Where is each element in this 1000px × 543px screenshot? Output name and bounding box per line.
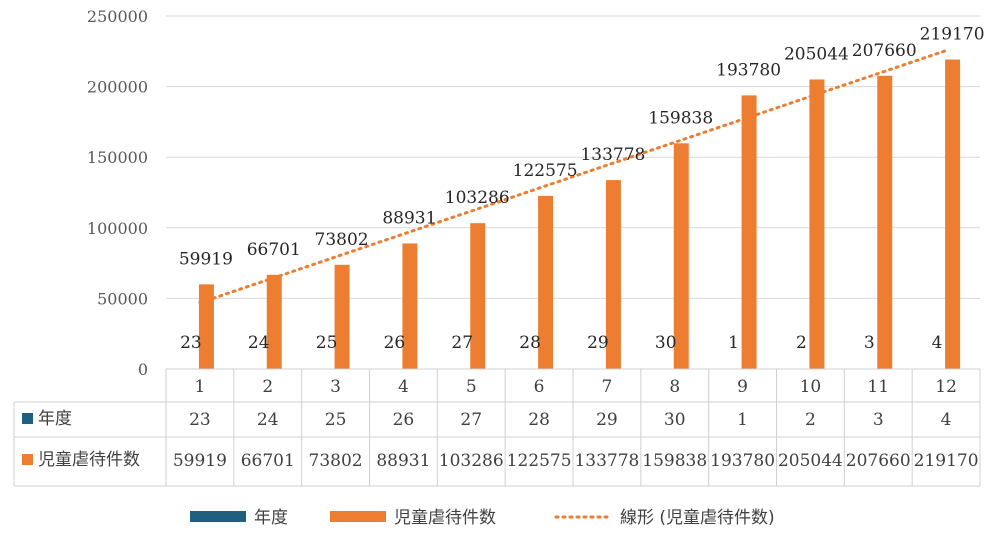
table-cell: 29 [596, 410, 618, 430]
table-category: 2 [262, 377, 273, 397]
table-series-name: 児童虐待件数 [38, 450, 140, 470]
bars [183, 59, 961, 370]
trendline-linear [198, 49, 948, 305]
table-cell: 24 [257, 410, 279, 430]
table-category: 10 [800, 377, 822, 397]
table-series-key [22, 413, 33, 424]
data-label-count: 193780 [716, 60, 781, 80]
table-category: 12 [935, 377, 957, 397]
table-series-name: 年度 [38, 409, 72, 429]
data-label-year: 25 [316, 333, 338, 353]
table-category: 5 [466, 377, 477, 397]
bar-jidou-gyakutai [266, 274, 282, 369]
data-label-count: 66701 [247, 240, 301, 260]
legend-swatch-count [330, 511, 386, 522]
table-cell: 66701 [241, 451, 295, 471]
bar-jidou-gyakutai [470, 223, 486, 369]
legend-label-nendo: 年度 [254, 508, 288, 528]
data-label-count: 133778 [580, 145, 645, 165]
legend-label-trendline: 線形 (児童虐待件数) [620, 508, 775, 528]
y-tick-label: 200000 [87, 78, 148, 97]
gridlines [166, 15, 980, 370]
legend: 年度 児童虐待件数 線形 (児童虐待件数) [190, 508, 775, 528]
data-label-year: 26 [384, 333, 406, 353]
data-label-year: 4 [932, 333, 943, 353]
data-label-count: 207660 [852, 41, 917, 61]
bar-jidou-gyakutai [605, 180, 621, 369]
data-label-year: 24 [248, 333, 270, 353]
table-cell: 1 [737, 410, 748, 430]
bar-jidou-gyakutai [945, 59, 961, 370]
data-label-count: 73802 [315, 230, 369, 250]
data-label-count: 103286 [445, 188, 510, 208]
table-cell: 205044 [778, 451, 843, 471]
data-labels: 5991923667012473802258893126103286271225… [179, 25, 985, 353]
data-label-year: 28 [519, 333, 541, 353]
table-cell: 88931 [376, 451, 430, 471]
y-tick-label: 50000 [97, 289, 148, 308]
table-cell: 59919 [173, 451, 227, 471]
bar-jidou-gyakutai [877, 75, 893, 369]
trendline [198, 49, 948, 305]
y-tick-label: 150000 [87, 148, 148, 167]
bar-jidou-gyakutai [198, 284, 214, 369]
table-category: 7 [602, 377, 613, 397]
table-cell: 193780 [710, 451, 775, 471]
data-label-count: 219170 [920, 25, 985, 45]
table-cell: 26 [393, 410, 415, 430]
bar-jidou-gyakutai [741, 95, 757, 370]
table-cell: 3 [873, 410, 884, 430]
y-tick-label: 250000 [87, 7, 148, 26]
data-label-year: 1 [728, 333, 739, 353]
legend-swatch-nendo [190, 511, 246, 522]
data-label-count: 88931 [382, 208, 436, 228]
table-cell: 30 [664, 410, 686, 430]
table-series-key [22, 454, 33, 465]
table-category: 8 [669, 377, 680, 397]
data-label-year: 3 [864, 333, 875, 353]
bar-jidou-gyakutai [402, 243, 418, 369]
table-category: 3 [330, 377, 341, 397]
table-cell: 122575 [507, 451, 572, 471]
y-tick-label: 100000 [87, 219, 148, 238]
table-category: 6 [534, 377, 545, 397]
data-label-year: 30 [655, 333, 677, 353]
table-cell: 2 [805, 410, 816, 430]
y-axis-ticks: 0 50000 100000 150000 200000 250000 [87, 7, 148, 379]
table-cell: 207660 [846, 451, 911, 471]
data-label-year: 23 [180, 333, 202, 353]
table-cell: 25 [325, 410, 347, 430]
bar-jidou-gyakutai [673, 143, 689, 369]
table-cell: 27 [460, 410, 482, 430]
table-category: 11 [867, 377, 889, 397]
bar-jidou-gyakutai [334, 264, 350, 369]
table-cell: 159838 [642, 451, 707, 471]
data-label-year: 2 [796, 333, 807, 353]
table-cell: 23 [189, 410, 211, 430]
table-cell: 4 [941, 410, 952, 430]
data-label-count: 159838 [648, 108, 713, 128]
table-cell: 219170 [914, 451, 979, 471]
bar-jidou-gyakutai [809, 79, 825, 369]
table-cell: 28 [528, 410, 550, 430]
table-category: 4 [398, 377, 409, 397]
table-category: 1 [195, 377, 206, 397]
table-cell: 73802 [309, 451, 363, 471]
data-label-year: 29 [587, 333, 609, 353]
y-tick-label: 0 [138, 360, 148, 379]
data-label-count: 205044 [784, 44, 849, 64]
data-label-count: 122575 [513, 161, 578, 181]
legend-label-count: 児童虐待件数 [394, 508, 496, 528]
table-category: 9 [737, 377, 748, 397]
table-cell: 133778 [574, 451, 639, 471]
data-label-count: 59919 [179, 249, 233, 269]
bar-jidou-gyakutai [538, 195, 554, 369]
table-cell: 103286 [439, 451, 504, 471]
data-label-year: 27 [451, 333, 473, 353]
